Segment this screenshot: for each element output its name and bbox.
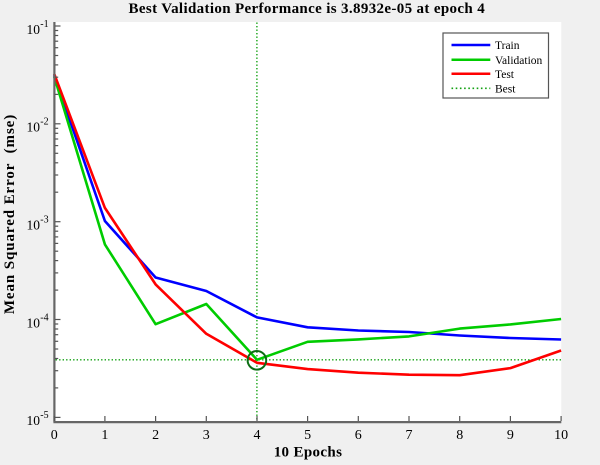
svg-text:3: 3 — [203, 428, 210, 443]
svg-text:5: 5 — [304, 428, 311, 443]
svg-text:8: 8 — [456, 428, 463, 443]
svg-text:7: 7 — [406, 428, 413, 443]
svg-text:10: 10 — [27, 120, 41, 135]
svg-text:10: 10 — [27, 218, 41, 233]
svg-text:10: 10 — [27, 22, 41, 37]
svg-text:-1: -1 — [40, 19, 48, 30]
svg-text:Validation: Validation — [495, 55, 543, 67]
svg-text:1: 1 — [101, 428, 108, 443]
svg-text:6: 6 — [355, 428, 362, 443]
svg-text:10: 10 — [554, 428, 568, 443]
svg-text:2: 2 — [152, 428, 159, 443]
svg-text:Train: Train — [495, 40, 520, 52]
svg-text:Mean Squared Error (mse): Mean Squared Error (mse) — [2, 114, 18, 314]
svg-text:Best: Best — [495, 83, 516, 95]
svg-text:10 Epochs: 10 Epochs — [274, 445, 343, 461]
svg-text:-5: -5 — [40, 410, 48, 421]
svg-text:-3: -3 — [40, 215, 48, 226]
svg-text:10: 10 — [27, 413, 41, 428]
svg-text:4: 4 — [254, 428, 261, 443]
svg-text:-2: -2 — [40, 117, 48, 128]
svg-text:-4: -4 — [40, 312, 48, 323]
svg-text:Best Validation Performance is: Best Validation Performance is 3.8932e-0… — [129, 1, 486, 17]
svg-text:10: 10 — [27, 315, 41, 330]
svg-text:Test: Test — [495, 69, 515, 81]
svg-text:0: 0 — [51, 428, 58, 443]
svg-text:9: 9 — [507, 428, 514, 443]
